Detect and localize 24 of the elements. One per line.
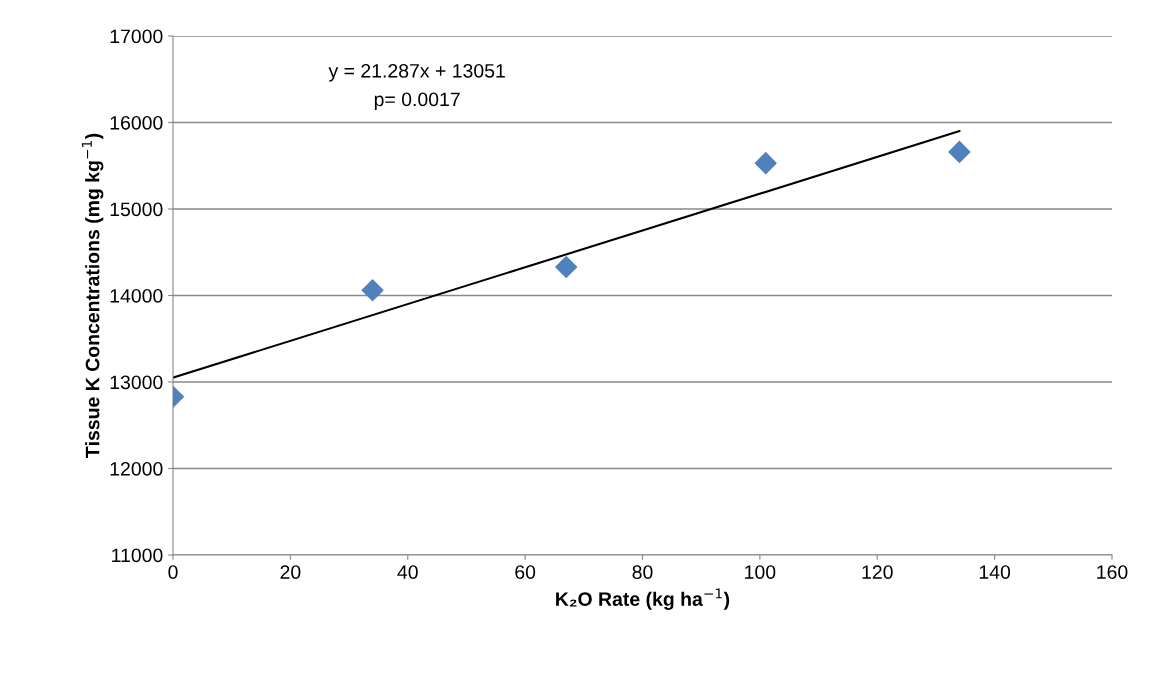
point xyxy=(361,279,384,302)
y-tick-label: 16000 xyxy=(110,115,163,130)
point xyxy=(948,140,971,163)
x-tick-label: 0 xyxy=(168,565,178,579)
x-tick-label: 100 xyxy=(745,565,776,579)
y-tick-label: 12000 xyxy=(110,461,163,476)
annotation: y = 21.287x + 13051 xyxy=(328,63,505,82)
y-tick-label: 15000 xyxy=(110,202,163,217)
point xyxy=(754,152,777,175)
point xyxy=(555,255,578,278)
x-tick-label: 60 xyxy=(515,565,536,579)
x-tick-label: 20 xyxy=(280,565,301,579)
x-tick-label: 140 xyxy=(979,565,1011,579)
x-tick-label: 40 xyxy=(397,565,418,579)
y-tick-label: 17000 xyxy=(110,29,163,44)
x-tick-label: 120 xyxy=(862,565,893,579)
y-axis-title: Tissue K Concentrations (mg kg$^{−1}$) xyxy=(81,133,104,459)
x-tick-label: 160 xyxy=(1097,565,1128,579)
annotation: p= 0.0017 xyxy=(374,92,460,111)
x-axis-title: K₂O Rate (kg ha$^{−1}$) xyxy=(556,588,730,610)
y-tick-label: 11000 xyxy=(112,548,163,563)
y-tick-label: 14000 xyxy=(110,288,163,303)
x-tick-label: 80 xyxy=(632,565,653,579)
y-tick-label: 13000 xyxy=(110,375,163,390)
